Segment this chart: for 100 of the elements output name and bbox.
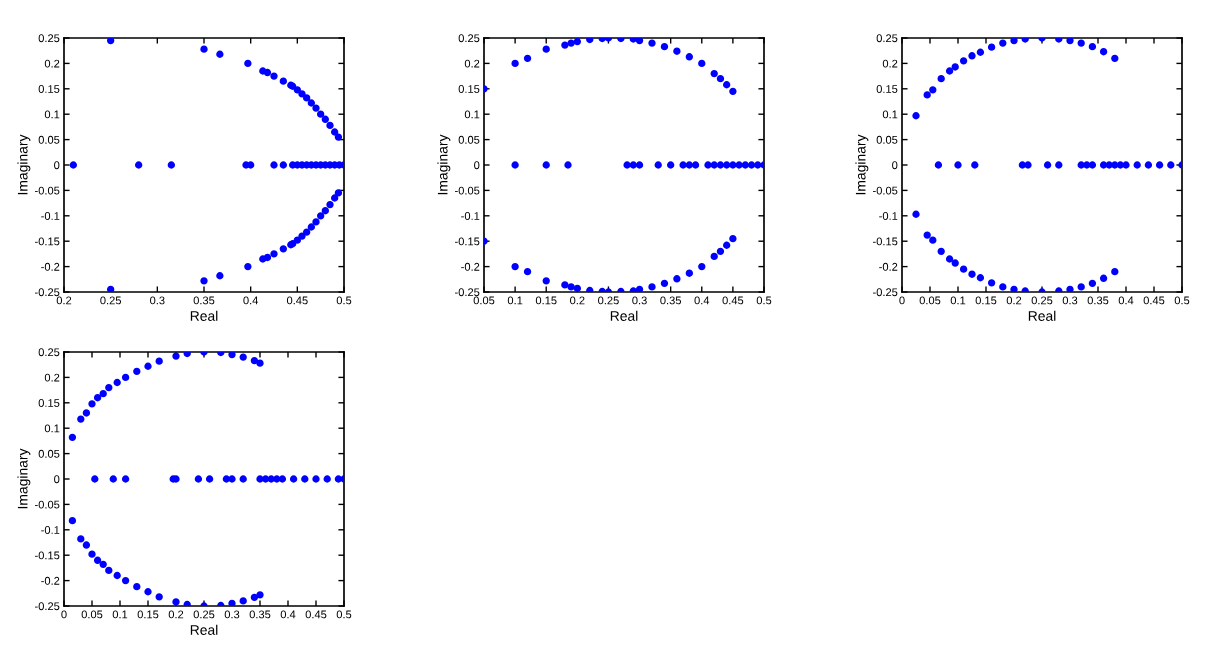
point (660, 42, 669, 51)
point (1144, 161, 1153, 169)
point (1024, 161, 1032, 169)
point (239, 353, 247, 361)
point (216, 272, 224, 280)
point (968, 52, 976, 60)
point (68, 516, 77, 525)
point (1088, 279, 1097, 288)
point (121, 576, 130, 585)
point (999, 39, 1007, 47)
point (685, 53, 694, 61)
point (710, 161, 718, 169)
point (330, 128, 339, 136)
point (567, 283, 575, 291)
point (542, 45, 550, 53)
point (77, 535, 85, 543)
point (1099, 48, 1108, 56)
point (316, 212, 325, 220)
point (929, 236, 937, 244)
point (523, 268, 532, 276)
point (945, 67, 954, 75)
point (256, 591, 264, 599)
point (1111, 54, 1119, 62)
point (954, 161, 962, 169)
point (976, 274, 985, 282)
point (82, 541, 91, 549)
point (722, 161, 731, 169)
point (183, 352, 191, 358)
point (121, 475, 130, 483)
point (194, 475, 203, 483)
point (302, 94, 311, 102)
point (1088, 161, 1097, 169)
point (326, 121, 334, 130)
point (567, 39, 575, 47)
point (263, 68, 272, 77)
point (200, 277, 208, 285)
point (1167, 161, 1175, 169)
point (326, 200, 334, 209)
point (648, 283, 656, 291)
point (133, 583, 141, 591)
point (307, 223, 316, 231)
point (113, 378, 121, 387)
point (511, 59, 519, 68)
point (82, 409, 91, 417)
point (959, 265, 968, 273)
point (121, 373, 130, 382)
point (293, 86, 302, 94)
point (542, 161, 550, 169)
point (312, 218, 320, 226)
point (923, 91, 931, 99)
point (1155, 161, 1164, 169)
point (735, 161, 743, 169)
point (1077, 39, 1085, 47)
point (937, 247, 945, 256)
point (741, 161, 750, 169)
point (68, 433, 77, 442)
point (293, 236, 302, 244)
point (144, 362, 152, 370)
point (564, 161, 572, 169)
point (716, 247, 725, 256)
point (99, 560, 107, 569)
point (93, 556, 102, 564)
point (88, 400, 96, 408)
point (710, 69, 718, 78)
point (679, 161, 687, 169)
point (561, 41, 569, 49)
point (722, 241, 731, 249)
point (77, 415, 85, 423)
point (685, 161, 694, 169)
point (987, 43, 996, 51)
point (511, 262, 519, 271)
point (660, 279, 669, 288)
point (113, 571, 121, 580)
point (270, 250, 278, 258)
point (307, 99, 316, 107)
point (729, 161, 737, 169)
point (239, 597, 247, 605)
point (729, 234, 737, 243)
point (1133, 161, 1141, 169)
point (704, 161, 712, 169)
point (334, 133, 343, 141)
point (523, 54, 532, 62)
point (99, 389, 107, 398)
point (228, 475, 236, 483)
point (629, 161, 638, 169)
point (635, 161, 644, 169)
point (109, 475, 117, 483)
point (698, 59, 706, 68)
point (673, 275, 681, 283)
point (298, 90, 306, 98)
point (200, 45, 208, 53)
point (312, 104, 320, 112)
point (710, 252, 718, 261)
point (88, 550, 96, 558)
point (561, 281, 569, 289)
point (279, 245, 288, 253)
point (945, 255, 954, 263)
point (1122, 161, 1130, 169)
point (586, 38, 594, 44)
point (312, 475, 320, 483)
